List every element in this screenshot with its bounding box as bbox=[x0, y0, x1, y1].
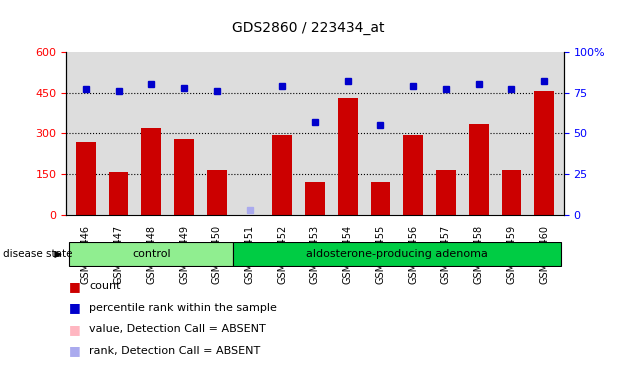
Text: value, Detection Call = ABSENT: value, Detection Call = ABSENT bbox=[89, 324, 266, 334]
Text: ■: ■ bbox=[69, 323, 81, 336]
Bar bbox=[436, 170, 455, 215]
Bar bbox=[69, 242, 233, 266]
Bar bbox=[109, 172, 129, 215]
Bar bbox=[233, 242, 561, 266]
Text: aldosterone-producing adenoma: aldosterone-producing adenoma bbox=[306, 249, 488, 260]
Bar bbox=[370, 182, 391, 215]
Text: ■: ■ bbox=[69, 344, 81, 357]
Bar bbox=[207, 170, 227, 215]
Bar bbox=[534, 91, 554, 215]
Bar bbox=[175, 139, 194, 215]
Bar bbox=[142, 128, 161, 215]
Text: GDS2860 / 223434_at: GDS2860 / 223434_at bbox=[232, 21, 385, 35]
Text: disease state: disease state bbox=[3, 249, 72, 260]
Text: percentile rank within the sample: percentile rank within the sample bbox=[89, 303, 277, 313]
Text: count: count bbox=[89, 281, 121, 291]
Bar bbox=[338, 98, 358, 215]
Text: control: control bbox=[132, 249, 171, 260]
Bar bbox=[403, 135, 423, 215]
Bar bbox=[76, 142, 96, 215]
Bar bbox=[469, 124, 488, 215]
Bar bbox=[501, 170, 521, 215]
Text: ■: ■ bbox=[69, 280, 81, 293]
Text: rank, Detection Call = ABSENT: rank, Detection Call = ABSENT bbox=[89, 346, 261, 356]
Text: ■: ■ bbox=[69, 301, 81, 314]
Bar bbox=[272, 135, 292, 215]
Bar bbox=[305, 182, 325, 215]
